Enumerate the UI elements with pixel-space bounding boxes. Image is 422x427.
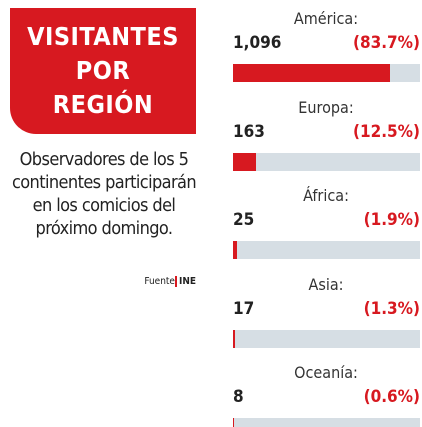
bar bbox=[233, 241, 237, 259]
title-box: VISITANTES POR REGIÓN bbox=[10, 8, 196, 134]
bar bbox=[233, 152, 257, 171]
chart-title: VISITANTES POR REGIÓN bbox=[27, 22, 179, 119]
bar-track bbox=[233, 329, 420, 348]
count-label: 25 bbox=[233, 210, 255, 230]
source: Fuente INE bbox=[144, 276, 196, 287]
region-label: América: bbox=[293, 9, 359, 28]
bar-track bbox=[233, 152, 420, 171]
bar bbox=[233, 329, 236, 348]
bar bbox=[233, 418, 235, 427]
bar bbox=[233, 64, 390, 82]
region-label: Europa: bbox=[298, 97, 354, 117]
count-label: 163 bbox=[233, 121, 265, 142]
value-label: (0.6%) bbox=[363, 387, 420, 407]
region-label: Asia: bbox=[308, 274, 344, 294]
count-label: 1,096 bbox=[233, 33, 282, 53]
chart: América: 1,096 (83.7%) Europa: 163 (12.5%) Áfr… bbox=[232, 0, 422, 427]
value-label: (1.9%) bbox=[363, 210, 420, 230]
value-label: (1.3%) bbox=[363, 298, 420, 319]
subtitle: Observadores de los 5 continentes partic… bbox=[11, 149, 197, 239]
region-label: África: bbox=[303, 186, 349, 205]
source-name: INE bbox=[174, 276, 196, 287]
bar-track bbox=[233, 64, 420, 82]
source-label: Fuente bbox=[144, 276, 175, 287]
value-label: (12.5%) bbox=[352, 121, 420, 142]
count-label: 8 bbox=[233, 387, 244, 407]
count-label: 17 bbox=[233, 298, 255, 319]
bar-track bbox=[233, 418, 420, 427]
region-label: Oceanía: bbox=[294, 363, 358, 382]
value-label: (83.7%) bbox=[352, 33, 420, 53]
bar-track bbox=[233, 241, 420, 259]
